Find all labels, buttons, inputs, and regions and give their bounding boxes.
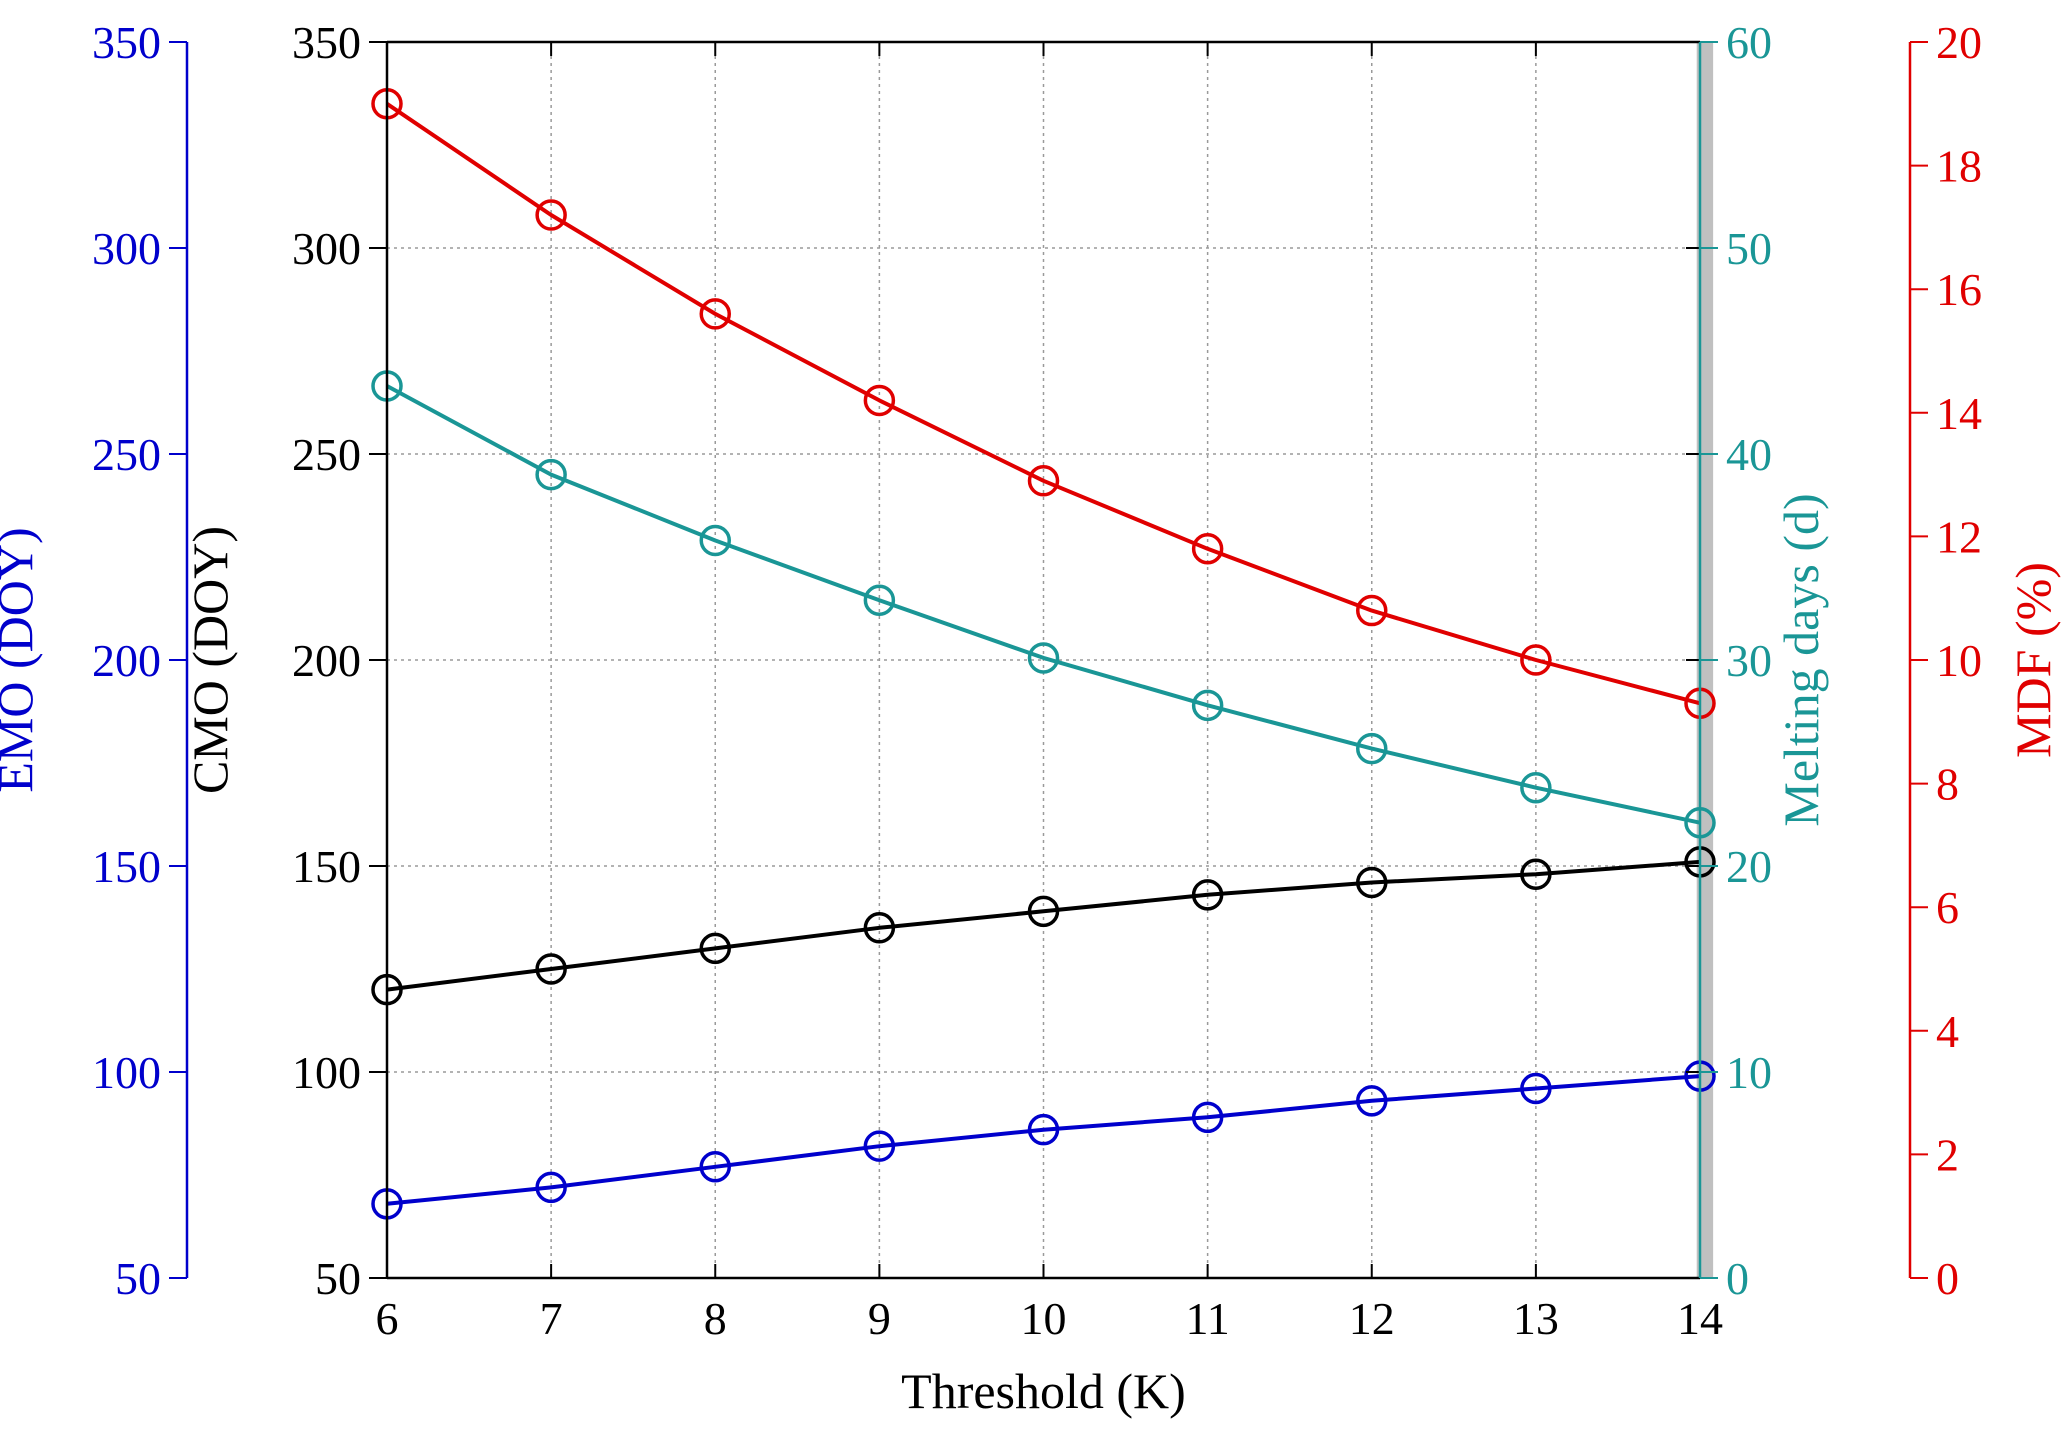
melt-point bbox=[699, 524, 731, 557]
x-tick-label: 6 bbox=[376, 1293, 399, 1344]
mdf-tick-label: 16 bbox=[1936, 264, 1982, 315]
cmo-point bbox=[699, 932, 731, 965]
cmo-point bbox=[863, 912, 896, 944]
mdf-point bbox=[1356, 594, 1388, 627]
mdf-point bbox=[1520, 644, 1552, 676]
melt-tick-label: 30 bbox=[1726, 635, 1772, 686]
cmo-series-line bbox=[386, 859, 1701, 992]
melt-series-line bbox=[386, 384, 1701, 825]
melt-point bbox=[1356, 732, 1388, 765]
x-tick-label: 7 bbox=[540, 1293, 563, 1344]
cmo-tick-label: 100 bbox=[292, 1047, 361, 1098]
emo-series-line bbox=[386, 1074, 1701, 1206]
melt-point bbox=[1027, 642, 1060, 674]
x-tick-label: 13 bbox=[1513, 1293, 1559, 1344]
cmo-tick-label: 50 bbox=[315, 1253, 361, 1304]
emo-point bbox=[699, 1151, 731, 1183]
emo-tick-label: 150 bbox=[92, 841, 161, 892]
melt-axis-label: Melting days (d) bbox=[1773, 493, 1829, 826]
mdf-tick-label: 8 bbox=[1936, 759, 1959, 810]
mdf-tick-label: 0 bbox=[1936, 1253, 1959, 1304]
emo-tick-label: 250 bbox=[92, 429, 161, 480]
emo-point bbox=[1191, 1101, 1224, 1134]
mdf-tick-label: 14 bbox=[1936, 388, 1982, 439]
melt-tick-label: 0 bbox=[1726, 1253, 1749, 1304]
cmo-tick-label: 250 bbox=[292, 429, 361, 480]
cmo-tick-label: 200 bbox=[292, 635, 361, 686]
x-tick-label: 10 bbox=[1021, 1293, 1067, 1344]
cmo-point bbox=[535, 953, 567, 985]
melt-tick-label: 50 bbox=[1726, 223, 1772, 274]
mdf-point bbox=[1191, 533, 1224, 565]
emo-point bbox=[1520, 1072, 1552, 1105]
melt-tick-label: 10 bbox=[1726, 1047, 1772, 1098]
emo-point bbox=[535, 1171, 567, 1204]
melt-point bbox=[535, 458, 567, 491]
emo-tick-label: 200 bbox=[92, 635, 161, 686]
emo-tick-label: 300 bbox=[92, 223, 161, 274]
emo-point bbox=[1356, 1085, 1388, 1117]
cmo-point bbox=[1520, 858, 1552, 890]
mdf-tick-label: 10 bbox=[1936, 635, 1982, 686]
mdf-point bbox=[699, 298, 731, 330]
mdf-point bbox=[1027, 465, 1060, 497]
melt-tick-label: 40 bbox=[1726, 429, 1772, 480]
x-axis-label: Threshold (K) bbox=[901, 1363, 1186, 1419]
melt-point bbox=[1191, 689, 1224, 722]
x-tick-label: 11 bbox=[1185, 1293, 1229, 1344]
mdf-point bbox=[863, 384, 896, 417]
cmo-tick-label: 150 bbox=[292, 841, 361, 892]
melt-tick-label: 60 bbox=[1726, 17, 1772, 68]
cmo-tick-label: 350 bbox=[292, 17, 361, 68]
mdf-axis-label: MDF (%) bbox=[2005, 562, 2061, 758]
cmo-point bbox=[1191, 879, 1224, 911]
mdf-tick-label: 18 bbox=[1936, 141, 1982, 192]
cmo-axis-label: CMO (DOY) bbox=[182, 526, 238, 794]
melt-tick-label: 20 bbox=[1726, 841, 1772, 892]
melt-point bbox=[1520, 771, 1552, 804]
emo-tick-label: 100 bbox=[92, 1047, 161, 1098]
emo-tick-label: 50 bbox=[115, 1253, 161, 1304]
x-tick-label: 9 bbox=[868, 1293, 891, 1344]
mdf-tick-label: 4 bbox=[1936, 1006, 1959, 1057]
x-tick-label: 12 bbox=[1349, 1293, 1395, 1344]
cmo-point bbox=[1356, 866, 1388, 899]
emo-point bbox=[863, 1130, 896, 1162]
x-tick-label: 8 bbox=[704, 1293, 727, 1344]
melt-point bbox=[863, 584, 896, 617]
mdf-tick-label: 20 bbox=[1936, 17, 1982, 68]
emo-axis-label: EMO (DOY) bbox=[0, 527, 43, 792]
mdf-tick-label: 6 bbox=[1936, 882, 1959, 933]
x-tick-label: 14 bbox=[1677, 1293, 1723, 1344]
cmo-point bbox=[1027, 895, 1060, 928]
emo-point bbox=[1027, 1113, 1060, 1146]
mdf-point bbox=[535, 199, 567, 231]
mdf-series-line bbox=[385, 102, 1701, 706]
mdf-tick-label: 2 bbox=[1936, 1129, 1959, 1180]
mdf-tick-label: 12 bbox=[1936, 511, 1982, 562]
emo-tick-label: 350 bbox=[92, 17, 161, 68]
cmo-tick-label: 300 bbox=[292, 223, 361, 274]
